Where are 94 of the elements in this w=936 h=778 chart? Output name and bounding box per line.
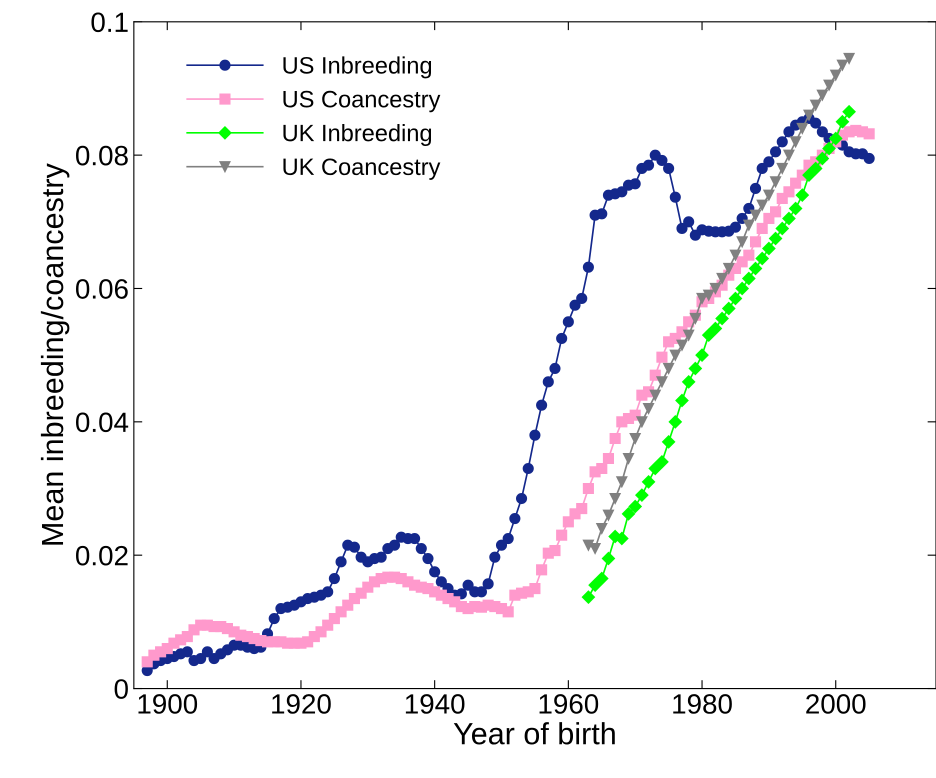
y-tick-label: 0 — [114, 679, 128, 699]
point — [616, 476, 628, 488]
point — [762, 242, 776, 256]
point — [736, 282, 749, 296]
point — [596, 522, 608, 534]
point — [656, 376, 668, 388]
point — [763, 190, 774, 201]
point — [663, 362, 674, 374]
point — [802, 168, 816, 182]
point — [602, 510, 614, 521]
y-axis-title: Mean inbreeding/coancestry — [40, 163, 70, 545]
point — [590, 542, 601, 554]
point — [716, 272, 728, 284]
point — [836, 60, 848, 71]
legend-label: UK Inbreeding — [283, 124, 432, 146]
point — [602, 552, 616, 566]
point — [803, 110, 815, 121]
y-tick-label: 0.1 — [91, 12, 128, 32]
point — [816, 152, 829, 166]
point — [582, 590, 595, 604]
point — [595, 572, 608, 586]
point — [782, 212, 796, 226]
point — [688, 362, 702, 376]
point — [710, 282, 721, 294]
point — [630, 432, 641, 444]
point — [610, 492, 621, 504]
point — [650, 390, 661, 401]
point — [683, 330, 694, 341]
point — [750, 210, 762, 221]
point — [844, 52, 855, 64]
point — [670, 350, 681, 361]
point — [742, 272, 756, 286]
point — [728, 292, 742, 306]
point — [776, 162, 788, 174]
point — [622, 452, 634, 464]
point — [628, 500, 642, 514]
point — [783, 150, 794, 161]
x-axis-title: Year of birth — [454, 722, 615, 745]
point — [690, 312, 701, 324]
point — [790, 136, 802, 148]
x-tick-label: 1960 — [540, 694, 598, 714]
point — [636, 416, 648, 428]
point — [756, 200, 768, 211]
x-tick-label: 1980 — [673, 694, 732, 714]
point — [830, 70, 842, 81]
point — [703, 290, 714, 301]
point — [682, 375, 696, 388]
point — [730, 250, 742, 261]
point — [836, 115, 850, 128]
x-tick-label: 1920 — [272, 694, 331, 714]
point — [796, 188, 809, 202]
point — [642, 475, 656, 488]
point — [756, 252, 769, 266]
point — [789, 202, 802, 216]
point — [662, 435, 676, 448]
point — [842, 105, 856, 118]
point — [723, 262, 734, 274]
point — [736, 236, 748, 248]
point — [676, 340, 688, 351]
point — [655, 455, 669, 468]
legend-label: US Coancestry — [283, 90, 440, 112]
point — [776, 222, 789, 236]
x-tick-label: 1900 — [138, 694, 198, 714]
point — [622, 507, 636, 520]
point — [582, 540, 594, 551]
y-tick-label: 0.08 — [76, 146, 128, 166]
point — [648, 462, 662, 476]
point — [743, 220, 754, 231]
point — [809, 162, 822, 176]
point — [588, 578, 602, 592]
point — [768, 232, 782, 246]
point — [810, 100, 822, 111]
point — [643, 402, 654, 414]
point — [816, 90, 828, 101]
point — [770, 176, 782, 188]
point — [722, 302, 736, 316]
x-tick-label: 2000 — [806, 694, 866, 714]
legend-label: US Inbreeding — [283, 56, 432, 78]
point — [675, 394, 689, 408]
point — [716, 312, 729, 326]
point — [796, 122, 808, 134]
point — [823, 80, 835, 91]
point — [702, 328, 716, 342]
legend-label: UK Coancestry — [283, 158, 440, 180]
y-tick-label: 0.04 — [76, 412, 128, 432]
y-tick-label: 0.06 — [76, 279, 128, 299]
point — [695, 348, 709, 362]
point — [668, 415, 682, 428]
y-tick-label: 0.02 — [76, 546, 128, 566]
point — [748, 262, 762, 276]
x-tick-label: 1940 — [406, 694, 464, 714]
point — [829, 132, 842, 146]
point — [708, 322, 722, 336]
point — [635, 488, 648, 502]
